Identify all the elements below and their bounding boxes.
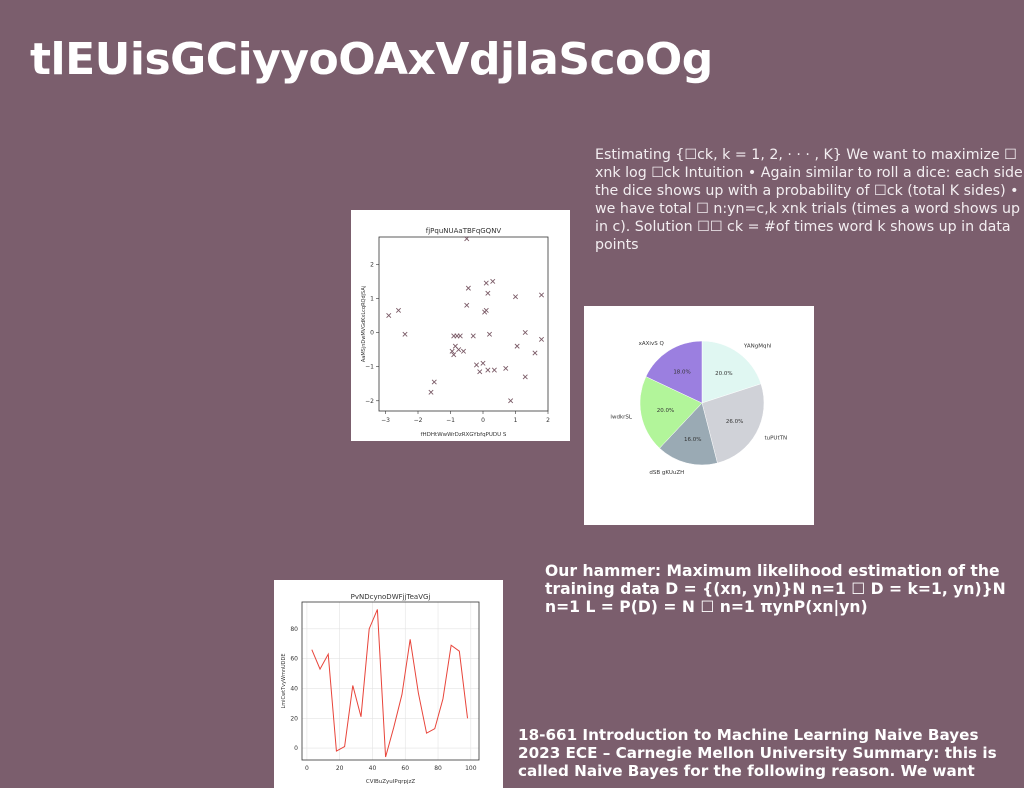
- x-tick-label: 40: [369, 765, 377, 772]
- x-tick-label: −1: [446, 417, 455, 424]
- scatter-point: [449, 348, 455, 354]
- x-axis-label: fHDHtWwWrDzRXGYbfqPUDU S: [421, 432, 507, 438]
- pie-percent-label: 26.0%: [726, 419, 743, 425]
- scatter-point: [508, 398, 514, 404]
- scatter-point: [464, 302, 470, 308]
- scatter-point: [428, 389, 434, 395]
- x-tick-label: 2: [546, 417, 550, 424]
- scatter-point: [514, 343, 520, 349]
- scatter-point: [486, 331, 493, 337]
- scatter-point: [480, 360, 486, 366]
- scatter-point: [456, 347, 462, 353]
- pie-slice: [645, 340, 703, 404]
- scatter-point: [431, 379, 437, 385]
- y-tick-label: 20: [290, 715, 298, 722]
- body-text-hammer: Our hammer: Maximum likelihood estimatio…: [545, 562, 1006, 616]
- scatter-point: [460, 348, 467, 354]
- y-tick-label: 1: [370, 295, 374, 302]
- pie-slice: [701, 340, 762, 404]
- pie-slice-label: tuPUtTN: [764, 435, 787, 441]
- x-tick-label: −3: [381, 417, 390, 424]
- y-tick-label: 40: [290, 685, 298, 692]
- y-tick-label: 0: [294, 745, 298, 752]
- scatter-point: [402, 331, 408, 337]
- x-tick-label: −2: [414, 417, 423, 424]
- scatter-point: [485, 367, 491, 373]
- scatter-point: [538, 292, 545, 298]
- x-tick-label: 0: [305, 765, 309, 772]
- pie-chart-svg: 20.0% YANgMqhl 26.0% tuPUtTN 16.0% dSB gKUuZH…: [610, 340, 787, 476]
- x-tick-label: 0: [481, 417, 485, 424]
- scatter-point: [512, 294, 519, 300]
- scatter-chart: fjPquNUAaTBFqGQNV −3 −2 −1 0 1 2 −2 −1 0 1 2 fHDHtWw…: [351, 210, 570, 441]
- scatter-chart-svg: fjPquNUAaTBFqGQNV −3 −2 −1 0 1 2 −2 −1 0 1 2 fHDHtWw…: [361, 227, 550, 438]
- scatter-point: [451, 352, 457, 358]
- y-axis-label: AaMSjnDwMVGdKxLcqRQdjSAj: [361, 286, 367, 362]
- pie-percent-label: 16.0%: [684, 437, 701, 443]
- body-text-footer: 18-661 Introduction to Machine Learning …: [518, 726, 997, 780]
- pie-percent-label: 18.0%: [673, 370, 690, 376]
- scatter-point: [503, 365, 509, 371]
- pie-slice-label: lwdkrSL: [610, 414, 632, 420]
- pie-slice: [701, 383, 765, 464]
- scatter-point: [457, 333, 463, 339]
- plot-frame: [301, 601, 480, 761]
- pie-percent-label: 20.0%: [657, 408, 674, 414]
- y-tick-label: 60: [290, 656, 298, 663]
- scatter-point: [491, 367, 497, 373]
- scatter-point: [473, 362, 480, 368]
- y-tick-label: 2: [370, 261, 374, 268]
- y-tick-label: 80: [290, 626, 298, 633]
- y-axis-label: LmiCwtTvyWmnUDDE: [281, 653, 287, 708]
- y-tick-label: −2: [365, 398, 374, 405]
- line-chart: 0 20 40 60 80 100 0 20 40 60 80 PvNDcynoDWFjjTeaVGj…: [274, 580, 503, 788]
- pie-percent-label: 20.0%: [715, 371, 732, 377]
- y-tick-label: 0: [370, 330, 374, 337]
- x-tick-label: 20: [336, 765, 344, 772]
- scatter-point: [522, 374, 528, 380]
- y-tick-label: −1: [365, 364, 374, 371]
- pie-slice-label: YANgMqhl: [743, 343, 772, 349]
- pie-slice-label: dSB gKUuZH: [649, 470, 684, 476]
- x-tick-label: 60: [401, 765, 409, 772]
- x-tick-label: 1: [514, 417, 518, 424]
- pie-slice-label: xAXivS Q: [639, 341, 665, 347]
- x-tick-label: 80: [434, 765, 442, 772]
- scatter-point: [485, 290, 491, 296]
- scatter-point: [386, 312, 392, 318]
- chart-title: PvNDcynoDWFjjTeaVGj: [351, 593, 431, 601]
- body-text-estimating: Estimating {☐ck, k = 1, 2, · · · , K} We…: [595, 147, 1023, 253]
- scatter-point: [538, 336, 545, 342]
- pie-slice: [659, 402, 718, 466]
- scatter-point: [483, 280, 489, 286]
- scatter-point: [483, 307, 489, 313]
- scatter-point: [465, 285, 471, 291]
- line-chart-svg: 0 20 40 60 80 100 0 20 40 60 80 PvNDcynoDWFjjTeaVGj…: [281, 593, 480, 785]
- scatter-point: [490, 278, 496, 284]
- scatter-point: [477, 369, 483, 375]
- x-axis-label: CVlBuZyuIPqrpjzZ: [366, 779, 415, 785]
- line-series: [311, 609, 469, 758]
- scatter-point: [532, 350, 538, 356]
- chart-title: fjPquNUAaTBFqGQNV: [426, 227, 502, 235]
- scatter-point: [395, 307, 402, 313]
- pie-chart: 20.0% YANgMqhl 26.0% tuPUtTN 16.0% dSB gKUuZH…: [584, 306, 814, 525]
- plot-frame: [378, 236, 549, 412]
- slide-title: tlEUisGCiyyoOAxVdjlaScoOg: [30, 34, 713, 85]
- x-tick-label: 100: [465, 765, 477, 772]
- pie-slice: [639, 376, 703, 449]
- scatter-point: [464, 236, 470, 242]
- scatter-point: [470, 333, 476, 339]
- scatter-point: [522, 330, 528, 336]
